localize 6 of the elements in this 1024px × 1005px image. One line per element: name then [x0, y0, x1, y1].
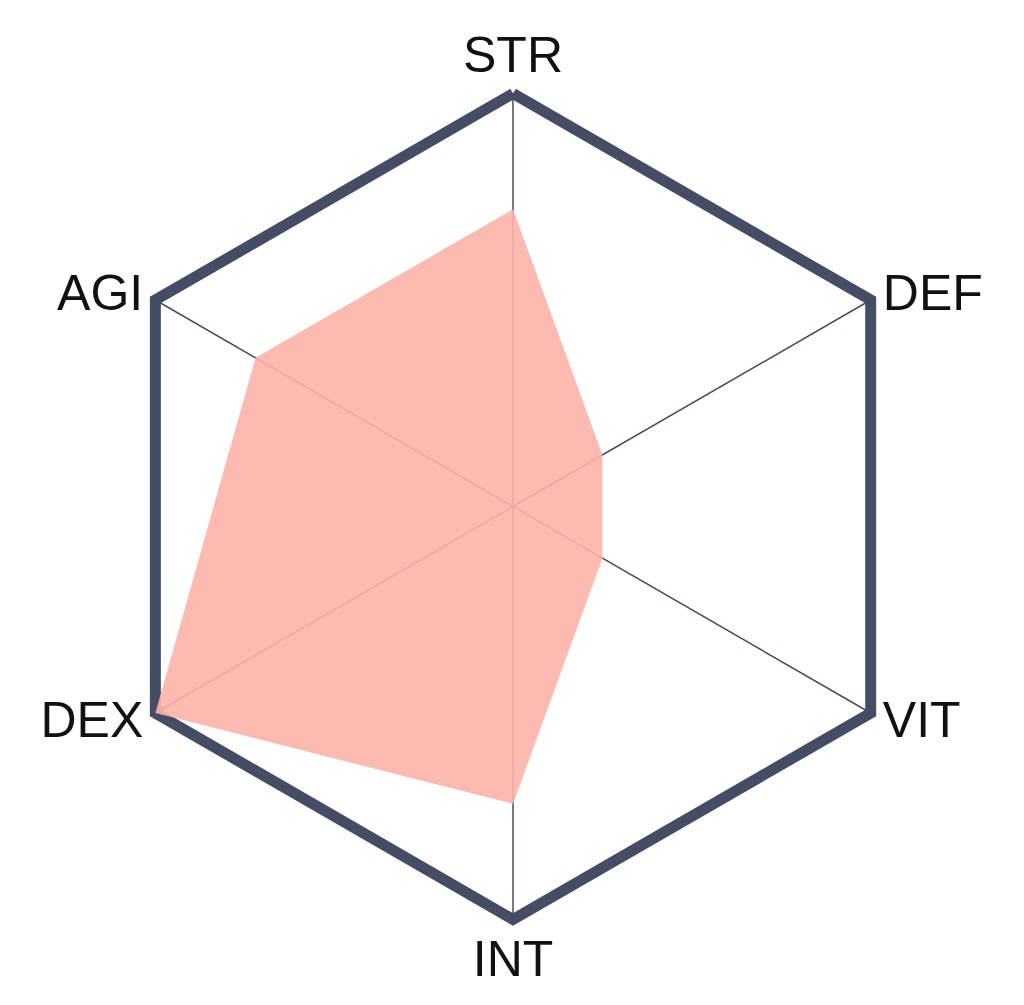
spoke-label: VIT — [882, 692, 961, 749]
spoke-label: INT — [472, 930, 554, 987]
spoke-label: DEF — [882, 265, 983, 322]
spoke-label: STR — [463, 26, 564, 83]
spoke-label: DEX — [40, 692, 144, 749]
spoke-label: AGI — [57, 265, 144, 322]
